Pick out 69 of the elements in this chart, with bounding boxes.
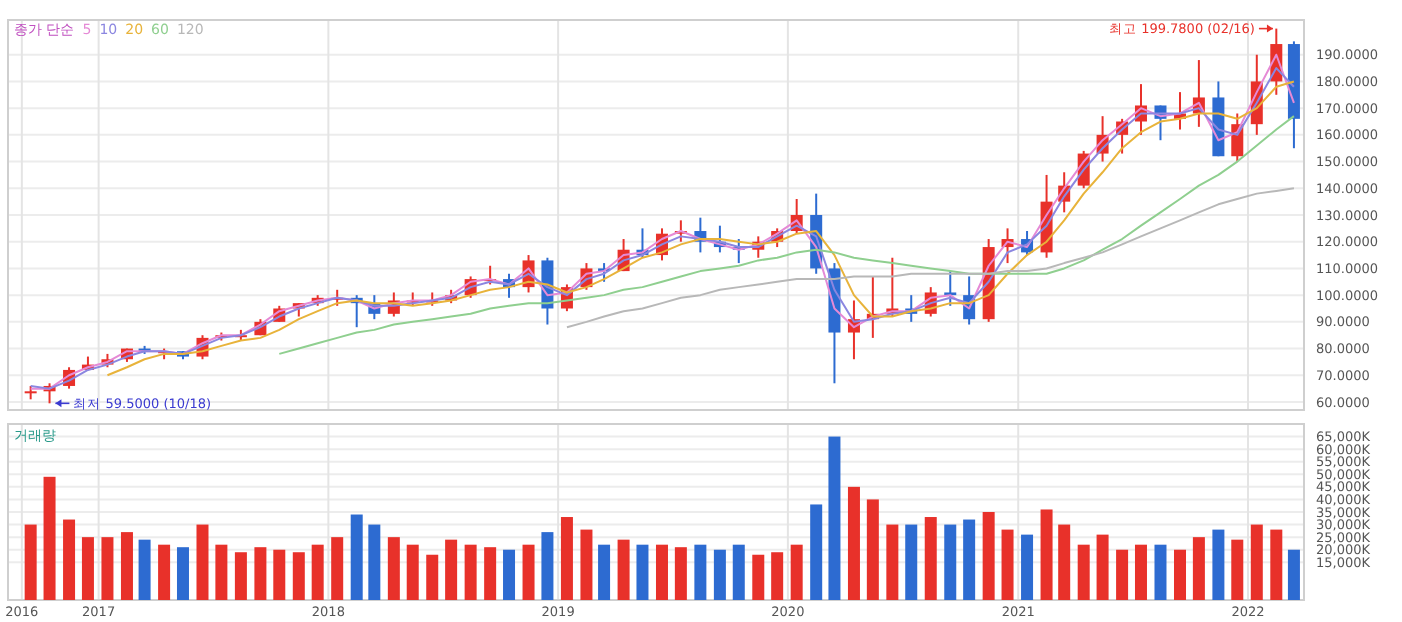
bar	[464, 544, 477, 600]
bar	[790, 544, 803, 600]
bar	[636, 544, 649, 600]
bar	[1231, 539, 1244, 600]
bar	[63, 519, 76, 600]
bar	[215, 544, 228, 600]
bar	[406, 544, 419, 600]
candlestick	[944, 270, 957, 307]
bar	[655, 544, 668, 600]
bar	[522, 544, 535, 600]
bar	[503, 549, 516, 600]
bar	[273, 549, 286, 600]
bar	[1096, 534, 1109, 600]
bar	[1021, 534, 1034, 600]
bar	[1154, 544, 1167, 600]
bar	[138, 539, 151, 600]
bar	[368, 524, 381, 600]
bar	[1287, 549, 1300, 600]
bar	[158, 544, 171, 600]
bar	[43, 476, 56, 600]
bar	[847, 486, 860, 600]
bar	[1174, 549, 1186, 600]
bar	[1001, 529, 1014, 600]
bar	[674, 547, 687, 600]
bar	[1192, 537, 1205, 600]
line-series	[565, 187, 1295, 329]
bar	[387, 537, 400, 600]
bar	[694, 544, 707, 600]
bar	[1134, 544, 1147, 600]
bar	[1058, 524, 1071, 600]
bar	[331, 537, 344, 600]
bar	[617, 539, 630, 600]
bar	[234, 552, 247, 600]
bar	[982, 512, 995, 600]
bar	[905, 524, 918, 600]
bar	[924, 517, 937, 600]
bar	[580, 529, 593, 600]
bar	[445, 539, 458, 600]
bar	[560, 517, 573, 600]
bar	[598, 544, 611, 600]
bar	[24, 524, 37, 600]
bar	[1077, 544, 1090, 600]
bar	[810, 504, 823, 600]
bar	[176, 547, 189, 600]
bar	[1270, 529, 1283, 600]
bar	[866, 499, 879, 600]
bar	[484, 547, 497, 600]
bar	[713, 549, 726, 600]
bar	[1212, 529, 1225, 600]
bar	[311, 544, 324, 600]
bar	[196, 524, 209, 600]
bar	[886, 524, 899, 600]
bar	[752, 554, 765, 600]
bar	[101, 537, 114, 600]
bar	[292, 552, 305, 600]
bar	[963, 519, 976, 600]
bar	[771, 552, 784, 600]
bar	[732, 544, 745, 600]
bar	[81, 537, 94, 600]
bar	[541, 532, 554, 600]
bar	[1250, 524, 1263, 600]
bar	[1116, 549, 1129, 600]
bar	[426, 554, 439, 600]
bar	[828, 436, 841, 600]
bar	[120, 532, 133, 600]
bar	[350, 514, 363, 600]
bar	[944, 524, 957, 600]
bar	[1040, 509, 1053, 600]
bar	[254, 547, 267, 600]
